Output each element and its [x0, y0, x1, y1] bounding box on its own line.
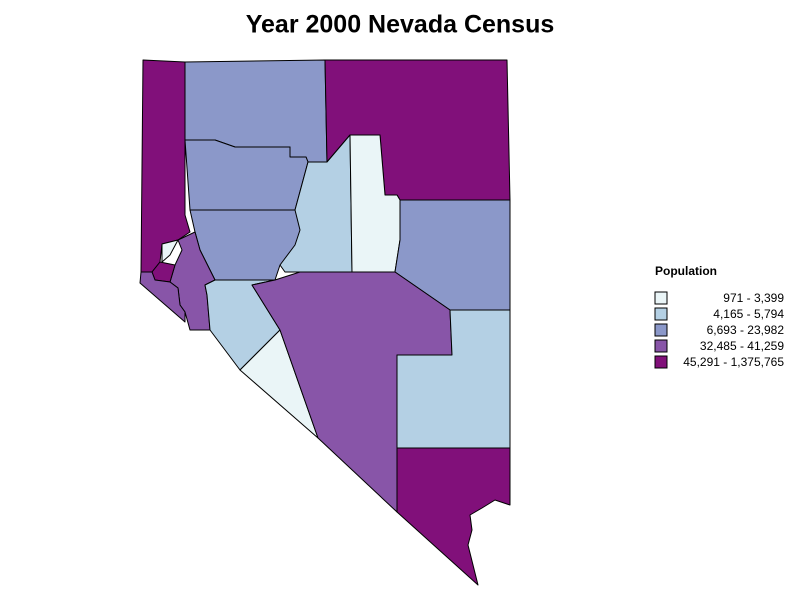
legend-swatch	[654, 323, 668, 337]
legend-swatch	[654, 355, 668, 369]
legend-label: 45,291 - 1,375,765	[683, 355, 784, 369]
county	[139, 271, 186, 323]
legend-swatch	[654, 307, 668, 321]
legend-swatch	[654, 339, 668, 353]
county	[161, 239, 179, 263]
legend: Population 971 - 3,399 4,165 - 5,794 6,693…	[654, 264, 785, 369]
legend-label: 6,693 - 23,982	[707, 323, 785, 337]
legend-title: Population	[655, 264, 717, 278]
nevada-map	[139, 59, 511, 586]
legend-swatch	[654, 291, 668, 305]
county	[396, 447, 511, 586]
legend-label: 4,165 - 5,794	[713, 307, 784, 321]
legend-label: 32,485 - 41,259	[700, 339, 784, 353]
county	[184, 139, 309, 211]
map-title: Year 2000 Nevada Census	[246, 11, 555, 39]
legend-label: 971 - 3,399	[723, 291, 784, 305]
